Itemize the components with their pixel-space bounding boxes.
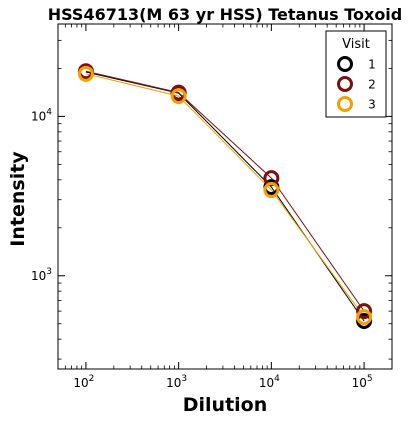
legend-marker-3 bbox=[337, 96, 353, 112]
x-axis-label: Dilution bbox=[183, 394, 268, 416]
legend: Visit 1 2 3 bbox=[325, 30, 387, 118]
legend-box bbox=[325, 30, 387, 118]
series-3-point-2 bbox=[263, 182, 280, 199]
x-tick-label-3: 105 bbox=[352, 374, 373, 390]
series-3-point-1 bbox=[170, 88, 187, 105]
series-3-point-3 bbox=[356, 309, 373, 326]
series-line-2 bbox=[85, 70, 365, 312]
series-line-3 bbox=[85, 73, 365, 318]
legend-label-3: 3 bbox=[368, 98, 376, 112]
series-3-point-0 bbox=[77, 65, 94, 82]
series-line-1 bbox=[85, 71, 365, 322]
legend-label-2: 2 bbox=[368, 78, 376, 92]
chart-title: HSS46713(M 63 yr HSS) Tetanus Toxoid bbox=[48, 5, 403, 24]
legend-title: Visit bbox=[342, 37, 370, 52]
y-axis-label: Intensity bbox=[7, 151, 29, 247]
legend-marker-1 bbox=[337, 56, 353, 72]
legend-marker-2 bbox=[337, 76, 353, 92]
x-tick-label-2: 104 bbox=[259, 374, 280, 390]
x-tick-label-1: 103 bbox=[166, 374, 187, 390]
plot-frame bbox=[57, 23, 393, 370]
y-tick-label-1: 104 bbox=[31, 107, 52, 123]
y-tick-label-0: 103 bbox=[31, 267, 52, 283]
x-tick-label-0: 102 bbox=[73, 374, 94, 390]
ticks-layer: 102 103 104 105 103 104 bbox=[31, 24, 392, 390]
series-2-point-3 bbox=[356, 303, 373, 320]
series-layer bbox=[77, 63, 373, 330]
legend-label-1: 1 bbox=[368, 58, 376, 72]
